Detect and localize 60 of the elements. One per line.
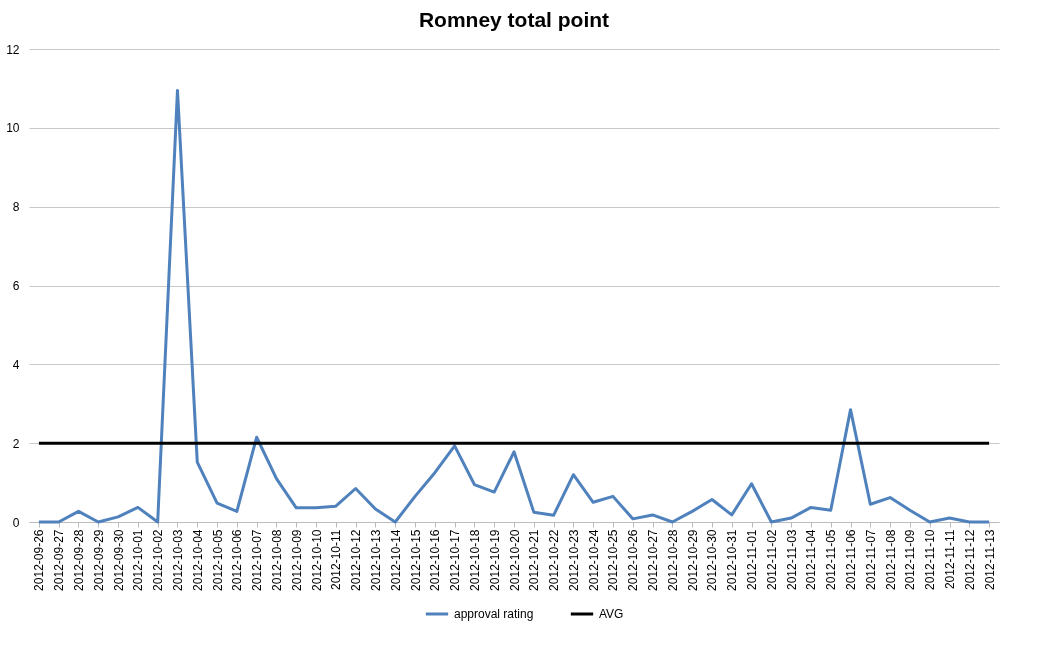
- y-tick-label: 10: [6, 121, 20, 136]
- x-tick-label: 2012-10-31: [725, 529, 740, 591]
- x-tick-label: 2012-10-29: [685, 529, 700, 591]
- y-tick-label: 2: [12, 436, 20, 451]
- x-tick-label: 2012-09-30: [111, 529, 126, 591]
- x-tick-label: 2012-10-27: [646, 529, 661, 591]
- x-tick-label: 2012-11-10: [923, 529, 938, 590]
- x-tick-label: 2012-10-14: [388, 529, 403, 591]
- x-tick-label: 2012-10-08: [269, 529, 284, 591]
- x-tick-label: 2012-10-26: [626, 529, 641, 591]
- x-tick-label: 2012-10-18: [467, 529, 482, 591]
- x-tick-label: 2012-10-19: [487, 529, 502, 591]
- x-tick-label: 2012-10-23: [566, 529, 581, 591]
- y-tick-label: 4: [12, 357, 20, 372]
- x-tick-label: 2012-09-29: [91, 529, 106, 591]
- x-tick-label: 2012-10-21: [527, 529, 542, 591]
- x-tick-label: 2012-10-16: [428, 529, 443, 591]
- x-tick-label: 2012-10-12: [349, 529, 364, 591]
- x-tick-label: 2012-11-07: [863, 529, 878, 590]
- x-tick-label: 2012-10-28: [665, 529, 680, 591]
- x-tick-label: 2012-11-12: [962, 529, 977, 590]
- x-tick-label: 2012-10-24: [586, 529, 601, 591]
- x-tick-label: 2012-10-04: [190, 529, 205, 591]
- x-tick-label: 2012-10-03: [170, 529, 185, 591]
- x-tick-label: 2012-10-09: [289, 529, 304, 591]
- x-tick-label: 2012-11-03: [784, 529, 799, 590]
- x-tick-label: 2012-10-01: [131, 529, 146, 591]
- x-tick-label: 2012-10-15: [408, 529, 423, 591]
- x-tick-label: 2012-10-11: [329, 529, 344, 590]
- x-tick-label: 2012-10-13: [368, 529, 383, 591]
- x-tick-label: 2012-11-02: [764, 529, 779, 590]
- x-tick-label: 2012-11-13: [982, 529, 997, 590]
- x-tick-label: 2012-11-11: [943, 529, 958, 590]
- x-tick-label: 2012-09-27: [52, 529, 67, 591]
- x-tick-label: 2012-09-26: [32, 529, 47, 591]
- x-tick-label: 2012-11-06: [844, 529, 859, 590]
- line-series: [37, 88, 991, 524]
- chart-title: Romney total point: [418, 8, 610, 31]
- x-tick-label: 2012-10-30: [705, 529, 720, 591]
- y-tick-label: 8: [12, 200, 20, 215]
- y-tick-label: 0: [12, 515, 20, 530]
- x-tick-label: 2012-10-17: [448, 529, 463, 591]
- x-tick-label: 2012-11-09: [903, 529, 918, 590]
- x-tick-label: 2012-11-08: [883, 529, 898, 590]
- x-tick-label: 2012-10-20: [507, 529, 522, 591]
- x-tick-label: 2012-10-07: [250, 529, 265, 591]
- legend-label: AVG: [599, 607, 624, 621]
- x-tick-label: 2012-10-10: [309, 529, 324, 591]
- x-tick-label: 2012-11-05: [824, 529, 839, 590]
- x-tick-label: 2012-10-25: [606, 529, 621, 591]
- x-tick-label: 2012-09-28: [71, 529, 86, 591]
- y-tick-label: 6: [12, 279, 20, 293]
- legend-label: approval rating: [454, 607, 534, 621]
- y-tick-label: 12: [6, 42, 20, 57]
- x-tick-label: 2012-11-04: [804, 529, 819, 590]
- x-tick-label: 2012-10-05: [210, 529, 225, 591]
- x-tick-label: 2012-10-06: [230, 529, 245, 591]
- x-tick-label: 2012-10-02: [151, 529, 166, 591]
- x-tick-label: 2012-10-22: [547, 529, 562, 591]
- x-tick-label: 2012-11-01: [745, 529, 760, 590]
